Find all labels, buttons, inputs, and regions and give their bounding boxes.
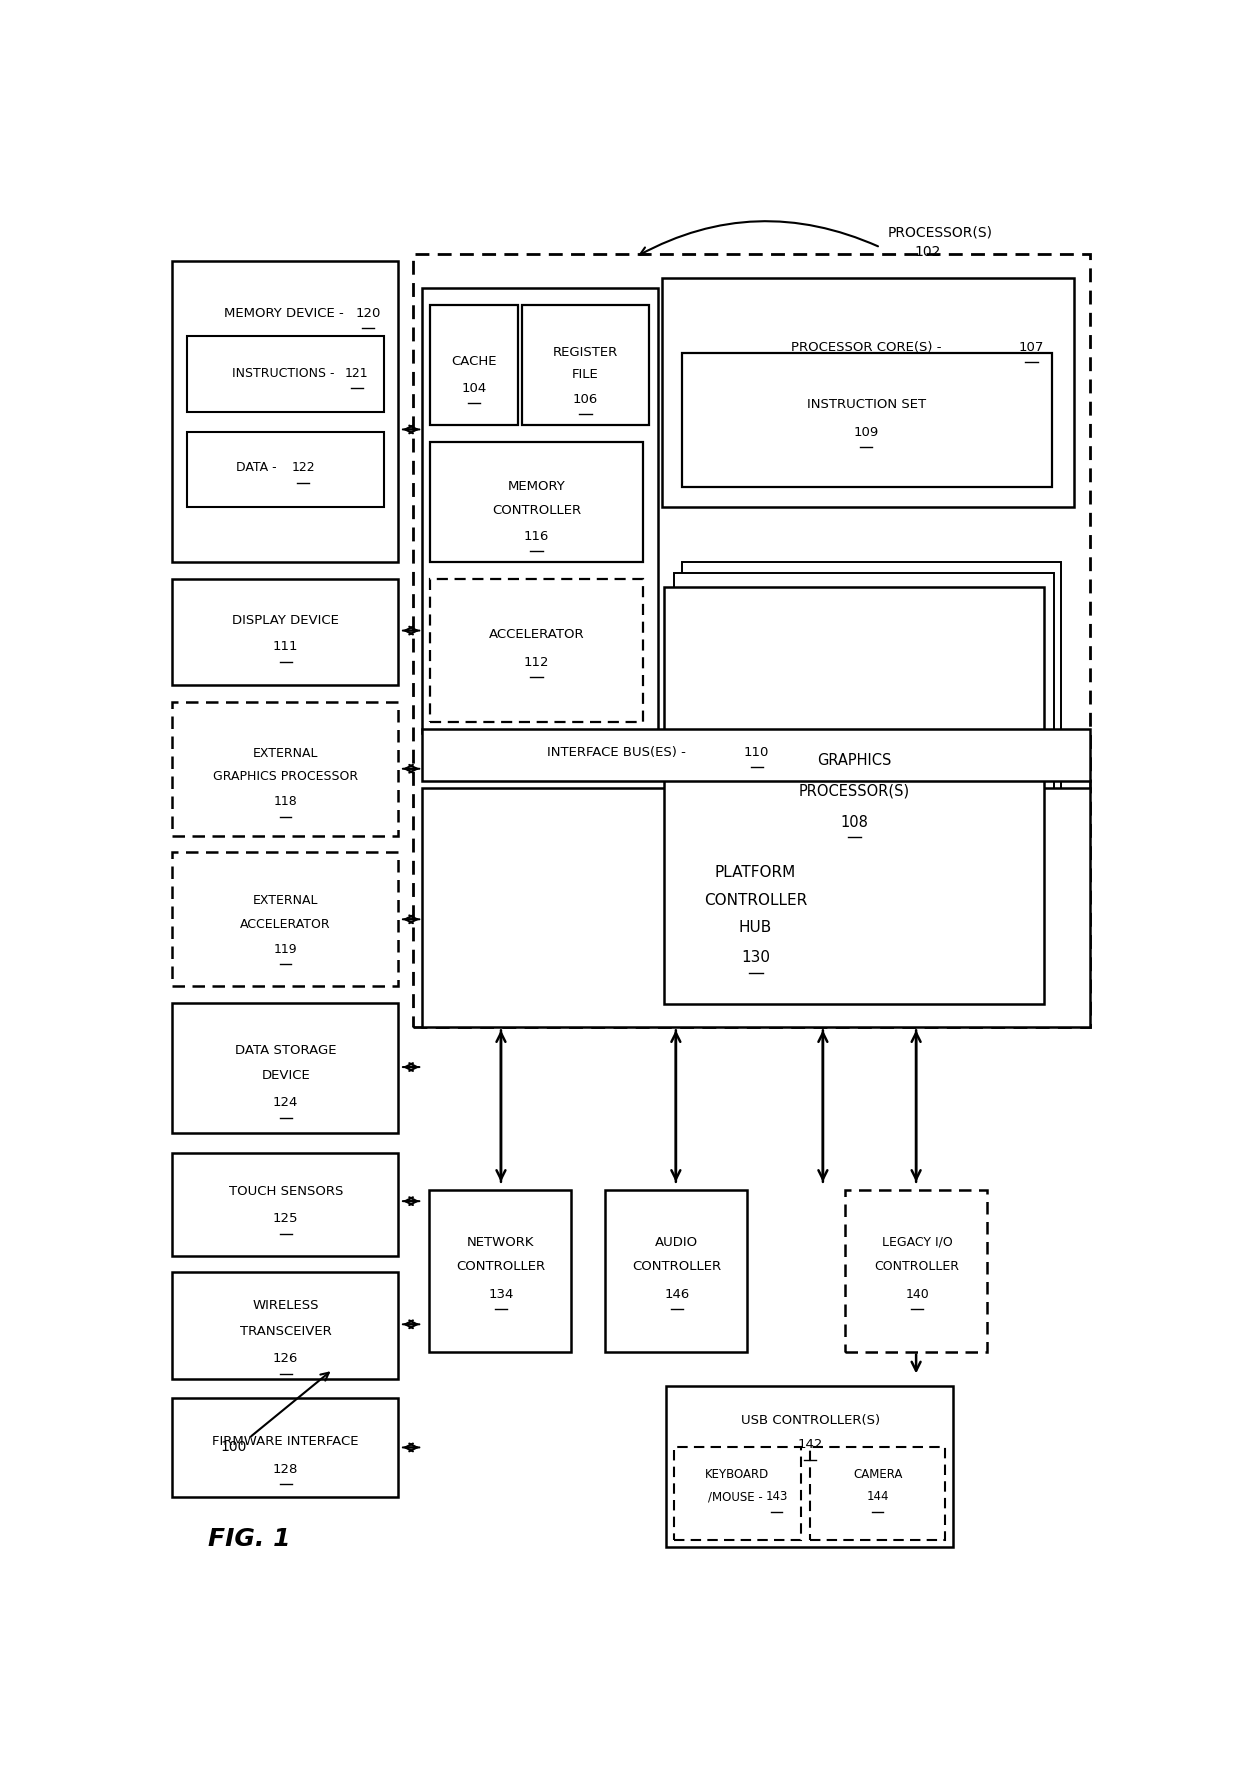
Text: 111: 111: [273, 640, 299, 654]
Text: KEYBOARD: KEYBOARD: [706, 1468, 770, 1482]
Text: 144: 144: [867, 1491, 889, 1503]
Text: 125: 125: [273, 1212, 299, 1226]
Text: 119: 119: [274, 944, 298, 956]
Text: CONTROLLER: CONTROLLER: [456, 1260, 546, 1274]
Text: 124: 124: [273, 1096, 299, 1109]
Bar: [430, 579, 644, 721]
Text: 104: 104: [461, 382, 486, 394]
Text: FIRMWARE INTERFACE: FIRMWARE INTERFACE: [212, 1436, 358, 1448]
Text: 110: 110: [744, 746, 769, 759]
Text: EXTERNAL: EXTERNAL: [253, 894, 319, 906]
Text: NETWORK: NETWORK: [467, 1235, 534, 1249]
Text: 108: 108: [841, 814, 868, 830]
Text: 107: 107: [1019, 341, 1044, 354]
Text: 128: 128: [273, 1462, 299, 1477]
Text: DISPLAY DEVICE: DISPLAY DEVICE: [232, 615, 339, 627]
Text: PLATFORM: PLATFORM: [715, 865, 796, 880]
Text: 142: 142: [797, 1438, 823, 1452]
Bar: [675, 574, 1054, 990]
Bar: [682, 562, 1061, 979]
Text: CAMERA: CAMERA: [853, 1468, 903, 1482]
Text: ACCELERATOR: ACCELERATOR: [241, 919, 331, 931]
Text: 134: 134: [489, 1288, 513, 1301]
Text: REGISTER: REGISTER: [553, 347, 619, 359]
Bar: [172, 579, 398, 686]
Text: 120: 120: [356, 307, 381, 320]
Bar: [172, 261, 398, 562]
Bar: [844, 1191, 987, 1352]
Text: ACCELERATOR: ACCELERATOR: [489, 629, 584, 641]
Text: CACHE: CACHE: [451, 355, 497, 368]
Text: PROCESSOR CORE(S) -: PROCESSOR CORE(S) -: [791, 341, 945, 354]
Text: 102: 102: [914, 245, 941, 258]
Bar: [662, 277, 1074, 508]
Text: HUB: HUB: [739, 920, 773, 935]
Text: LEGACY I/O: LEGACY I/O: [882, 1235, 952, 1249]
Bar: [172, 1002, 398, 1132]
Text: 126: 126: [273, 1352, 299, 1365]
Bar: [422, 729, 1090, 782]
Text: USB CONTROLLER(S): USB CONTROLLER(S): [740, 1413, 880, 1427]
Text: 130: 130: [742, 951, 770, 965]
Text: CONTROLLER: CONTROLLER: [704, 892, 807, 908]
Text: FILE: FILE: [572, 368, 599, 382]
Bar: [172, 702, 398, 835]
Bar: [422, 787, 1090, 1027]
Bar: [605, 1191, 746, 1352]
Bar: [811, 1448, 945, 1541]
Bar: [422, 288, 657, 734]
Text: CONTROLLER: CONTROLLER: [874, 1260, 960, 1274]
Text: CONTROLLER: CONTROLLER: [492, 503, 582, 517]
Text: INTERFACE BUS(ES) -: INTERFACE BUS(ES) -: [547, 746, 689, 759]
Text: EXTERNAL: EXTERNAL: [253, 746, 319, 761]
Bar: [413, 254, 1090, 1027]
Text: 118: 118: [274, 794, 298, 809]
Bar: [429, 1191, 572, 1352]
Bar: [682, 354, 1052, 487]
Text: FIG. 1: FIG. 1: [208, 1528, 290, 1551]
Bar: [665, 586, 1044, 1004]
Text: MEMORY: MEMORY: [507, 480, 565, 494]
Bar: [430, 442, 644, 562]
Text: 116: 116: [523, 530, 549, 542]
Bar: [172, 1272, 398, 1379]
Text: TRANSCEIVER: TRANSCEIVER: [239, 1324, 331, 1338]
Text: 100: 100: [221, 1441, 247, 1454]
Bar: [430, 306, 518, 425]
Text: 143: 143: [765, 1491, 787, 1503]
Text: TOUCH SENSORS: TOUCH SENSORS: [228, 1185, 343, 1198]
Text: DATA STORAGE: DATA STORAGE: [234, 1045, 336, 1057]
Text: DEVICE: DEVICE: [262, 1068, 310, 1082]
Text: AUDIO: AUDIO: [655, 1235, 698, 1249]
Bar: [172, 1153, 398, 1256]
Text: CONTROLLER: CONTROLLER: [632, 1260, 722, 1274]
Text: 109: 109: [853, 426, 879, 439]
Text: 121: 121: [345, 366, 368, 380]
Bar: [187, 432, 383, 508]
Text: WIRELESS: WIRELESS: [253, 1299, 319, 1311]
Bar: [187, 336, 383, 412]
Text: GRAPHICS: GRAPHICS: [817, 753, 892, 768]
Text: INSTRUCTION SET: INSTRUCTION SET: [806, 398, 926, 410]
Text: 140: 140: [905, 1288, 929, 1301]
Text: /MOUSE -: /MOUSE -: [708, 1491, 766, 1503]
Bar: [522, 306, 649, 425]
Text: PROCESSOR(S): PROCESSOR(S): [799, 784, 910, 798]
Text: 106: 106: [573, 393, 598, 405]
Text: 112: 112: [523, 656, 549, 668]
Bar: [666, 1386, 952, 1548]
Text: INSTRUCTIONS -: INSTRUCTIONS -: [232, 366, 339, 380]
Bar: [172, 853, 398, 986]
Bar: [675, 1448, 801, 1541]
Bar: [172, 1398, 398, 1496]
Text: GRAPHICS PROCESSOR: GRAPHICS PROCESSOR: [213, 771, 358, 784]
Text: 146: 146: [665, 1288, 689, 1301]
Text: PROCESSOR(S): PROCESSOR(S): [888, 226, 992, 240]
Text: DATA -: DATA -: [237, 462, 281, 474]
Text: 122: 122: [291, 462, 315, 474]
Text: MEMORY DEVICE -: MEMORY DEVICE -: [223, 307, 347, 320]
